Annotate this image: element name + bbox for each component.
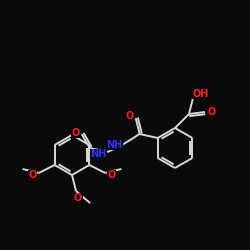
- Text: OH: OH: [193, 89, 209, 99]
- Text: O: O: [126, 111, 134, 121]
- Text: O: O: [74, 193, 82, 203]
- Text: NH: NH: [106, 140, 123, 150]
- Text: O: O: [208, 107, 216, 117]
- Text: O: O: [107, 170, 116, 180]
- Text: O: O: [28, 170, 37, 180]
- Text: O: O: [72, 128, 80, 138]
- Text: NH: NH: [90, 149, 107, 159]
